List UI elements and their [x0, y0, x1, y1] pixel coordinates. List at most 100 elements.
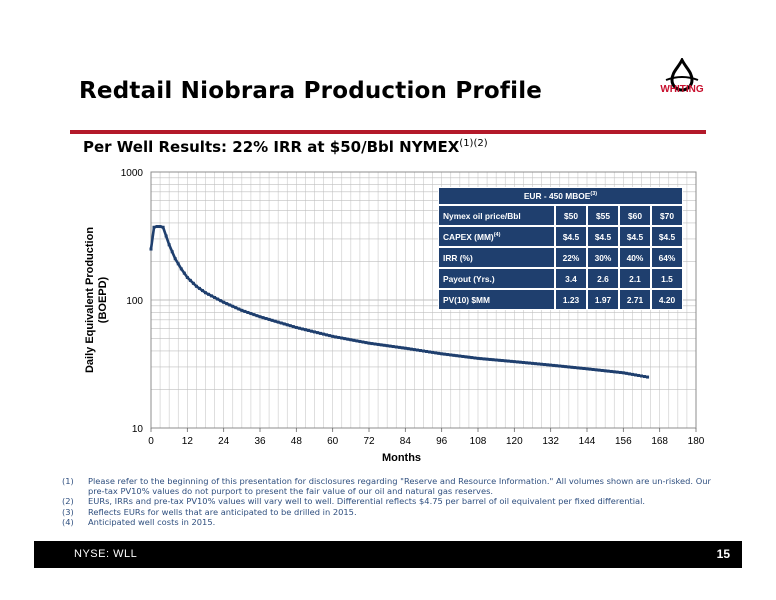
production-series-point — [503, 359, 507, 363]
production-series-point — [609, 369, 613, 373]
production-series-point — [618, 370, 622, 374]
production-series-point — [440, 352, 444, 356]
chart-axes — [150, 171, 697, 432]
production-series-point — [370, 342, 374, 346]
production-series-point — [167, 243, 171, 247]
production-series-point — [473, 356, 477, 360]
production-series-point — [288, 324, 292, 328]
eur-cell: 2.6 — [587, 268, 619, 289]
y-tick-label: 1000 — [121, 168, 144, 179]
chart-subtitle: Per Well Results: 22% IRR at $50/Bbl NYM… — [83, 138, 488, 156]
production-series-point — [434, 351, 438, 355]
whiting-logo-icon — [665, 58, 699, 92]
x-tick-label: 12 — [182, 436, 194, 447]
production-series-point — [182, 271, 186, 275]
production-series-point — [415, 348, 419, 352]
production-series-point — [219, 299, 223, 303]
production-series-point — [624, 371, 628, 375]
production-series-point — [464, 355, 468, 359]
production-series-point — [600, 368, 604, 372]
logo-text: WHITING — [660, 84, 704, 95]
production-series-point — [322, 332, 326, 336]
production-series-point — [306, 328, 310, 332]
production-series-point — [225, 302, 229, 306]
x-tick-label: 96 — [436, 436, 448, 447]
production-series-point — [615, 370, 619, 374]
production-series-point — [303, 328, 307, 332]
production-series-point — [567, 365, 571, 369]
footnote-text: Reflects EURs for wells that are anticip… — [88, 506, 357, 517]
production-series-point — [204, 291, 207, 295]
production-series-point — [425, 349, 429, 353]
footer-bar: NYSE: WLL 15 — [34, 541, 742, 568]
production-series-point — [534, 362, 538, 366]
production-series-point — [579, 366, 583, 370]
y-tick-label: 10 — [132, 424, 144, 435]
eur-table-header: EUR - 450 MBOE(3) — [438, 187, 683, 205]
x-axis-title: Months — [382, 452, 421, 462]
production-series-point — [403, 346, 407, 350]
x-tick-label: 132 — [542, 436, 559, 447]
production-series-point — [552, 363, 556, 367]
footer-ticker: NYSE: WLL — [74, 548, 138, 560]
production-series-point — [364, 341, 368, 345]
production-series-point — [273, 319, 277, 323]
production-series-point — [367, 341, 371, 345]
production-series-point — [316, 331, 320, 335]
x-tick-label: 156 — [615, 436, 632, 447]
eur-cell: 1.5 — [651, 268, 683, 289]
production-series-point — [264, 317, 268, 321]
production-series-point — [646, 375, 650, 379]
footnote-text: Please refer to the beginning of this pr… — [88, 476, 711, 497]
x-tick-label: 168 — [651, 436, 668, 447]
production-series-point — [228, 303, 232, 307]
eur-cell: $70 — [651, 205, 683, 226]
production-series-point — [428, 350, 432, 354]
x-tick-label: 120 — [506, 436, 523, 447]
slide-title: Redtail Niobrara Production Profile — [79, 78, 543, 104]
production-series-point — [149, 247, 153, 251]
production-series-point — [382, 343, 386, 347]
eur-table-row: IRR (%) 22% 30% 40% 64% — [438, 247, 683, 268]
production-series-point — [240, 308, 244, 312]
eur-table-row: Payout (Yrs.) 3.4 2.6 2.1 1.5 — [438, 268, 683, 289]
production-series-point — [418, 349, 422, 353]
production-series-point — [591, 367, 595, 371]
production-series-point — [294, 325, 298, 329]
production-series-point — [540, 362, 544, 366]
subtitle-text: Per Well Results: 22% IRR at $50/Bbl NYM… — [83, 138, 460, 156]
production-series-point — [485, 357, 489, 361]
production-series-point — [349, 338, 353, 342]
footnote: (2) EURs, IRRs and pre-tax PV10% values w… — [62, 496, 722, 506]
production-series-point — [243, 309, 247, 313]
plot-area-border — [150, 171, 697, 429]
production-series-point — [576, 366, 580, 370]
x-tick-label: 144 — [579, 436, 596, 447]
production-series-point — [488, 357, 492, 361]
production-series-point — [394, 345, 398, 349]
production-series-point — [431, 350, 435, 354]
production-series-point — [555, 364, 559, 368]
production-series-point — [452, 353, 456, 357]
eur-cell: 1.23 — [555, 289, 587, 310]
footnote-number: (3) — [62, 506, 74, 517]
production-series-point — [406, 347, 410, 351]
eur-cell: $4.5 — [651, 226, 683, 247]
production-series-point — [397, 345, 401, 349]
production-series-point — [603, 369, 607, 373]
production-series-point — [300, 327, 304, 331]
production-series-point — [582, 367, 586, 371]
production-series-point — [570, 365, 574, 369]
production-series-point — [376, 342, 380, 346]
x-tick-label: 84 — [400, 436, 412, 447]
production-series-point — [191, 281, 195, 285]
production-series-point — [400, 346, 404, 350]
footnote: (4) Anticipated well costs in 2015. — [62, 517, 722, 527]
eur-cell: 1.97 — [587, 289, 619, 310]
production-series-point — [422, 349, 425, 353]
production-series-point — [170, 250, 174, 254]
production-series-point — [152, 225, 156, 229]
production-series-point — [391, 345, 395, 349]
eur-row-label: Nymex oil price/Bbl — [438, 205, 555, 226]
production-series-point — [588, 367, 592, 371]
